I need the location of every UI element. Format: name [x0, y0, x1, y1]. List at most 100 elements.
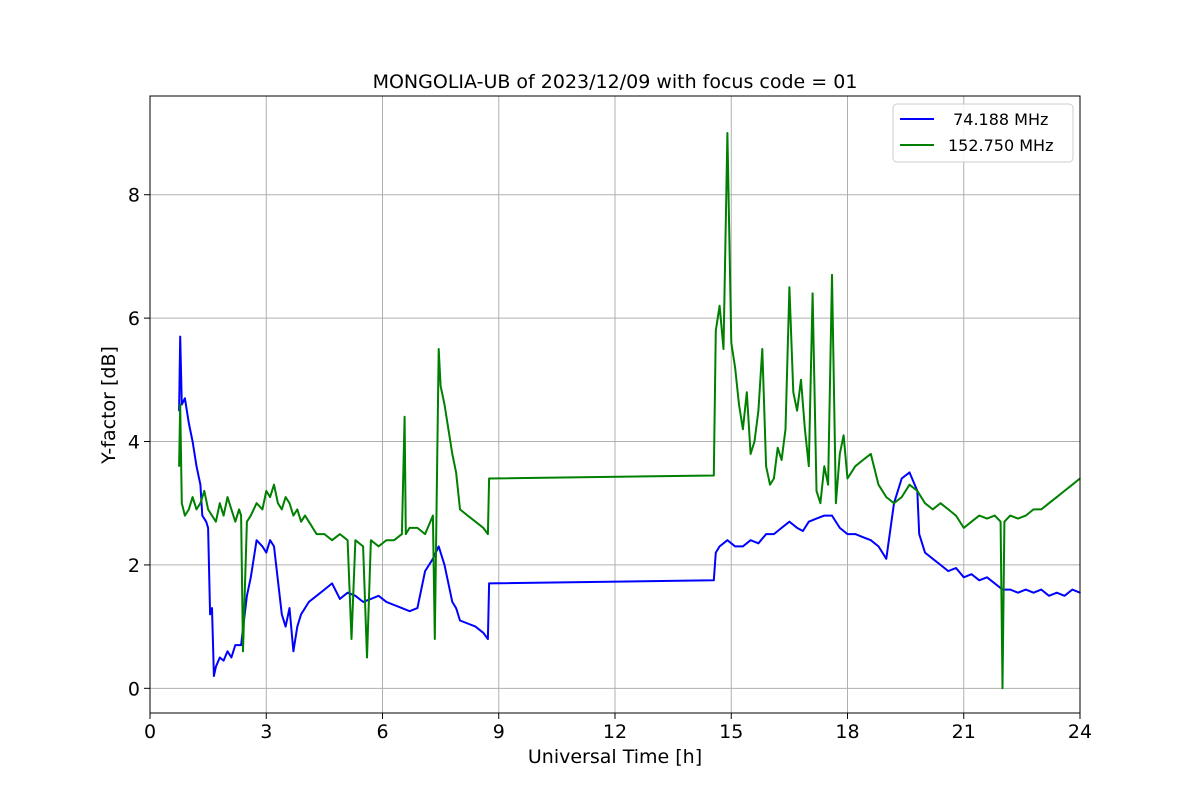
data-point	[947, 570, 950, 572]
data-point	[288, 607, 291, 609]
data-point	[265, 490, 268, 492]
data-point	[315, 595, 318, 597]
data-point	[288, 502, 291, 505]
data-point	[734, 545, 736, 548]
data-point	[416, 527, 419, 529]
data-point	[734, 366, 736, 369]
data-point	[385, 601, 388, 603]
data-point	[746, 391, 748, 394]
data-point	[854, 533, 857, 535]
data-point	[401, 533, 403, 535]
data-point	[1032, 591, 1035, 594]
data-point	[408, 610, 411, 612]
data-point	[226, 496, 229, 498]
data-point	[455, 471, 457, 474]
data-point	[482, 527, 485, 529]
data-point	[401, 607, 403, 609]
data-point	[870, 539, 872, 541]
data-point	[773, 477, 775, 480]
data-point	[474, 625, 477, 628]
legend-box	[892, 103, 1074, 163]
data-point	[1056, 496, 1058, 498]
data-point	[715, 551, 717, 554]
data-point	[765, 465, 767, 468]
data-point	[862, 459, 864, 461]
legend-label-series-1: 74.188 MHz	[948, 110, 1048, 129]
data-point	[304, 514, 306, 517]
data-point	[195, 508, 198, 511]
data-point	[250, 514, 252, 517]
data-point	[191, 496, 194, 498]
data-point	[487, 533, 489, 535]
data-point	[796, 409, 798, 412]
series-line-1	[178, 335, 1081, 677]
data-point	[846, 477, 849, 480]
data-point	[827, 483, 829, 486]
data-point	[199, 502, 202, 505]
data-point	[281, 508, 283, 511]
data-point	[474, 520, 477, 523]
data-point	[823, 465, 826, 468]
data-point	[885, 558, 888, 560]
data-point	[459, 508, 461, 511]
data-point	[854, 465, 857, 468]
data-point	[831, 274, 833, 276]
data-point	[986, 517, 988, 520]
data-point	[978, 514, 981, 517]
data-point	[877, 483, 880, 486]
data-point	[970, 573, 973, 575]
data-point	[370, 598, 372, 600]
x-axis-label: Universal Time [h]	[528, 746, 702, 768]
y-axis-label: Y-factor [dB]	[98, 346, 120, 465]
data-point	[354, 539, 357, 541]
data-point	[839, 453, 841, 455]
data-point	[815, 490, 818, 492]
data-point	[455, 607, 457, 609]
y-tick-label: 6	[128, 308, 140, 330]
data-point	[918, 533, 920, 535]
x-tick-label: 21	[952, 721, 976, 743]
series-1	[178, 335, 1081, 677]
y-tick-label: 0	[128, 678, 140, 700]
data-point	[432, 514, 434, 517]
data-point	[1025, 514, 1027, 517]
data-point	[757, 409, 760, 412]
data-point	[1071, 588, 1074, 591]
data-point	[219, 656, 221, 659]
data-point	[788, 520, 791, 523]
data-point	[443, 403, 446, 406]
data-point	[802, 530, 804, 532]
data-point	[757, 542, 760, 545]
data-point	[932, 508, 934, 511]
data-point	[939, 502, 942, 505]
data-point	[713, 474, 715, 477]
data-point	[184, 397, 186, 400]
data-point	[300, 520, 302, 523]
data-point	[255, 539, 258, 541]
x-tick-label: 3	[260, 721, 272, 743]
x-tick-label: 6	[376, 721, 388, 743]
data-point	[451, 601, 454, 603]
x-axis: 0 3 6 9 12 15 18 21 24	[144, 713, 1092, 743]
data-point	[924, 551, 926, 554]
data-point	[255, 502, 258, 505]
data-point	[885, 496, 888, 498]
data-point	[1040, 508, 1043, 511]
data-point	[350, 638, 353, 640]
data-point	[377, 595, 380, 597]
data-point	[780, 527, 783, 529]
data-point	[870, 453, 872, 455]
x-tick-label: 0	[144, 721, 156, 743]
data-point	[437, 545, 440, 548]
data-point	[230, 508, 233, 511]
data-point	[179, 335, 181, 338]
data-point	[846, 533, 849, 535]
data-point	[742, 428, 744, 431]
data-point	[443, 564, 446, 566]
data-point	[434, 638, 436, 640]
y-tick-label: 8	[128, 185, 140, 207]
legend: 74.188 MHz 152.750 MHz	[892, 103, 1074, 163]
data-point	[932, 558, 934, 560]
data-point	[447, 428, 450, 431]
